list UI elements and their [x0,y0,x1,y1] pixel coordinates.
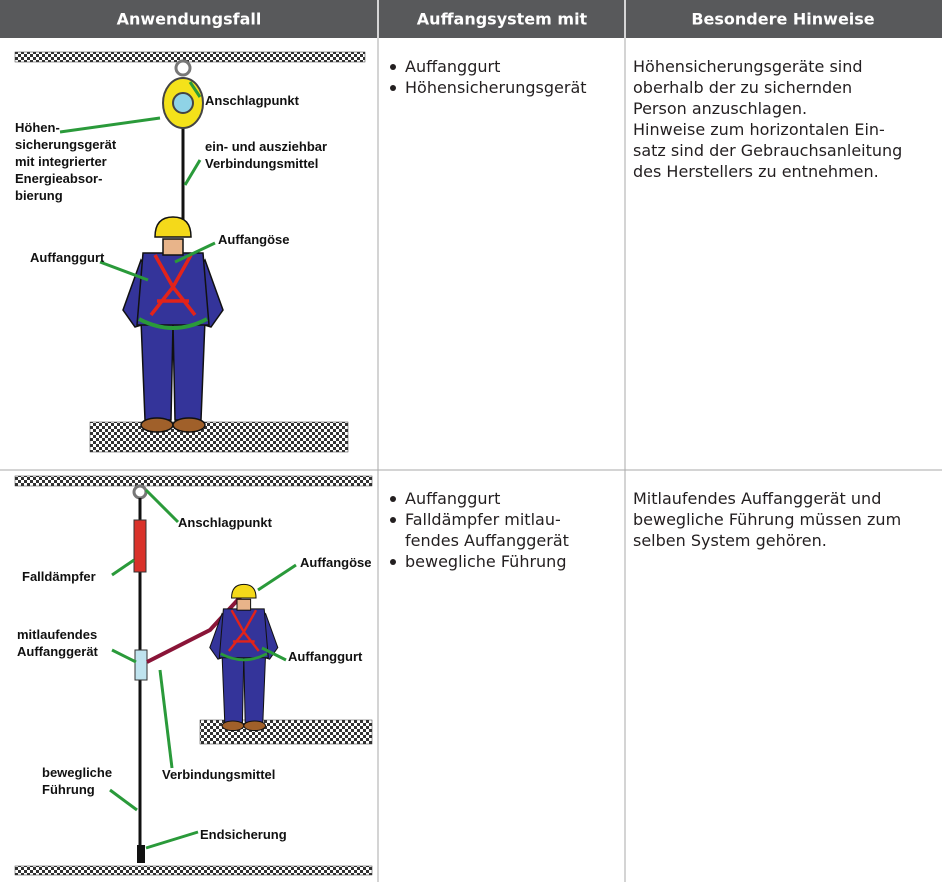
belt [220,652,268,662]
figure-label: bewegliche [42,765,112,780]
illustration-guided-arrester [14,475,373,876]
shoe [221,720,245,732]
bullet [390,64,396,70]
leader-line [109,788,138,812]
helmet [231,583,257,599]
leader-line [111,558,135,577]
leader-line [261,646,287,662]
note-line: oberhalb der zu sichernden [633,78,852,97]
figure-label: Energieabsor- [15,171,102,186]
figure-label: mit integrierter [15,154,107,169]
header-row [0,0,942,38]
figure-label: mitlaufendes [17,627,97,642]
belt [138,317,208,330]
leader-line [188,81,202,98]
leg [243,653,267,723]
note-line: Höhensicherungsgeräte sind [633,57,863,76]
figure-label: Anschlagpunkt [178,515,273,530]
illustration-fall-arrester [14,51,366,453]
harness [149,254,197,317]
note-line: selben System gehören. [633,531,827,550]
note-line: Hinweise zum horizontalen Ein- [633,120,885,139]
note-line: Person anzuschlagen. [633,99,807,118]
neck [162,238,184,256]
figure-label: Auffangöse [300,555,372,570]
note-line: satz sind der Gebrauchsanleitung [633,141,902,160]
bullet [390,85,396,91]
leg [140,319,174,421]
neck [236,598,252,611]
header-cell: Auffangsystem mit [417,10,588,29]
system-item: Auffanggurt [405,489,500,508]
figure-label: ein- und ausziehbar [205,139,327,154]
system-item: Höhensicherungsgerät [405,78,587,97]
leader-line [145,830,199,850]
figure-label: Endsicherung [200,827,287,842]
note-line: Mitlaufendes Auffanggerät und [633,489,881,508]
harness [227,609,260,652]
figure-label: Anschlagpunkt [205,93,300,108]
leader-line [257,563,297,592]
figure-label: Führung [42,782,95,797]
bullet [390,517,396,523]
system-item: bewegliche Führung [405,552,566,571]
figure-label: Höhen- [15,120,60,135]
system-item: Auffanggurt [405,57,500,76]
leader-line [59,116,161,134]
shoe [172,417,206,433]
figure-label: sicherungsgerät [15,137,117,152]
leader-line [111,648,137,664]
system-item: Falldämpfer mitlau- [405,510,561,529]
leader-line [144,488,180,524]
note-line: bewegliche Führung müssen zum [633,510,901,529]
figure-label: Falldämpfer [22,569,96,584]
header-cell: Besondere Hinweise [691,10,874,29]
shoe [243,720,267,732]
figure-label: bierung [15,188,63,203]
header-cell: Anwendungsfall [117,10,262,29]
note-line: des Herstellers zu entnehmen. [633,162,879,181]
shoe [140,417,174,433]
figure-label: Auffangöse [218,232,290,247]
leader-line [174,241,216,264]
figure-label: Verbindungsmittel [205,156,318,171]
figure-label: Auffanggurt [30,250,105,265]
system-item: fendes Auffanggerät [405,531,569,550]
figure-label: Verbindungsmittel [162,767,275,782]
leg [172,319,206,421]
leg [221,653,245,723]
leader-line [158,669,174,769]
figure-label: Auffanggurt [288,649,363,664]
leader-line [183,159,202,186]
figure-label: Auffanggerät [17,644,99,659]
leader-line [99,260,149,282]
bullet [390,496,396,502]
helmet [154,216,192,238]
bullet [390,559,396,565]
